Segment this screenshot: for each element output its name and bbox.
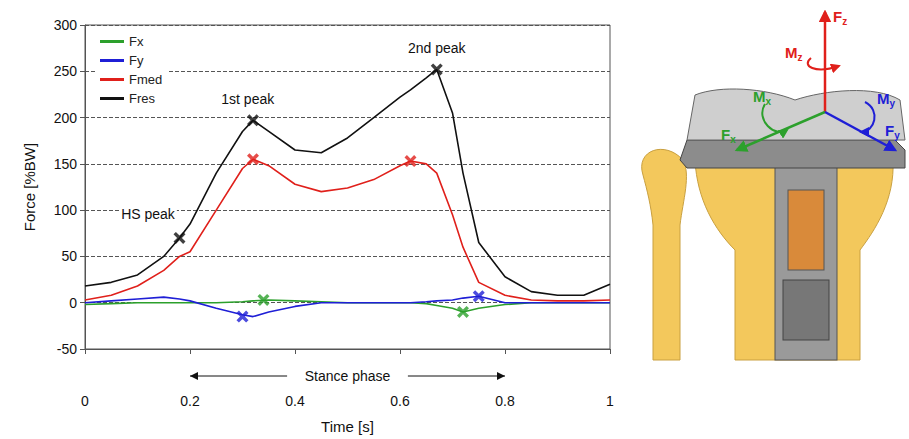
svg-text:-50: -50 xyxy=(57,341,77,357)
svg-text:Fres: Fres xyxy=(129,91,156,106)
svg-text:My: My xyxy=(877,90,896,109)
svg-text:0: 0 xyxy=(81,393,89,409)
svg-text:50: 50 xyxy=(61,248,77,264)
svg-text:2nd peak: 2nd peak xyxy=(408,40,467,56)
svg-text:0: 0 xyxy=(69,295,77,311)
svg-text:1: 1 xyxy=(606,393,614,409)
svg-text:Fy: Fy xyxy=(129,53,144,68)
svg-text:Force [%BW]: Force [%BW] xyxy=(21,143,38,231)
svg-text:100: 100 xyxy=(54,202,78,218)
svg-text:Stance phase: Stance phase xyxy=(305,368,391,384)
svg-text:0.6: 0.6 xyxy=(390,393,410,409)
svg-text:0.8: 0.8 xyxy=(495,393,515,409)
svg-text:1st peak: 1st peak xyxy=(221,91,275,107)
svg-text:Fz: Fz xyxy=(833,8,847,27)
svg-text:Fmed: Fmed xyxy=(129,72,162,87)
svg-text:200: 200 xyxy=(54,110,78,126)
svg-text:150: 150 xyxy=(54,156,78,172)
svg-text:Fx: Fx xyxy=(721,126,736,145)
svg-text:HS peak: HS peak xyxy=(121,206,176,222)
svg-text:Mx: Mx xyxy=(753,88,772,107)
svg-text:0.4: 0.4 xyxy=(285,393,305,409)
svg-text:Fx: Fx xyxy=(129,34,144,49)
svg-text:0.2: 0.2 xyxy=(180,393,200,409)
svg-text:Fy: Fy xyxy=(885,122,900,141)
svg-text:Mz: Mz xyxy=(785,44,803,63)
svg-text:250: 250 xyxy=(54,63,78,79)
svg-text:Time [s]: Time [s] xyxy=(321,418,374,435)
svg-text:300: 300 xyxy=(54,17,78,33)
